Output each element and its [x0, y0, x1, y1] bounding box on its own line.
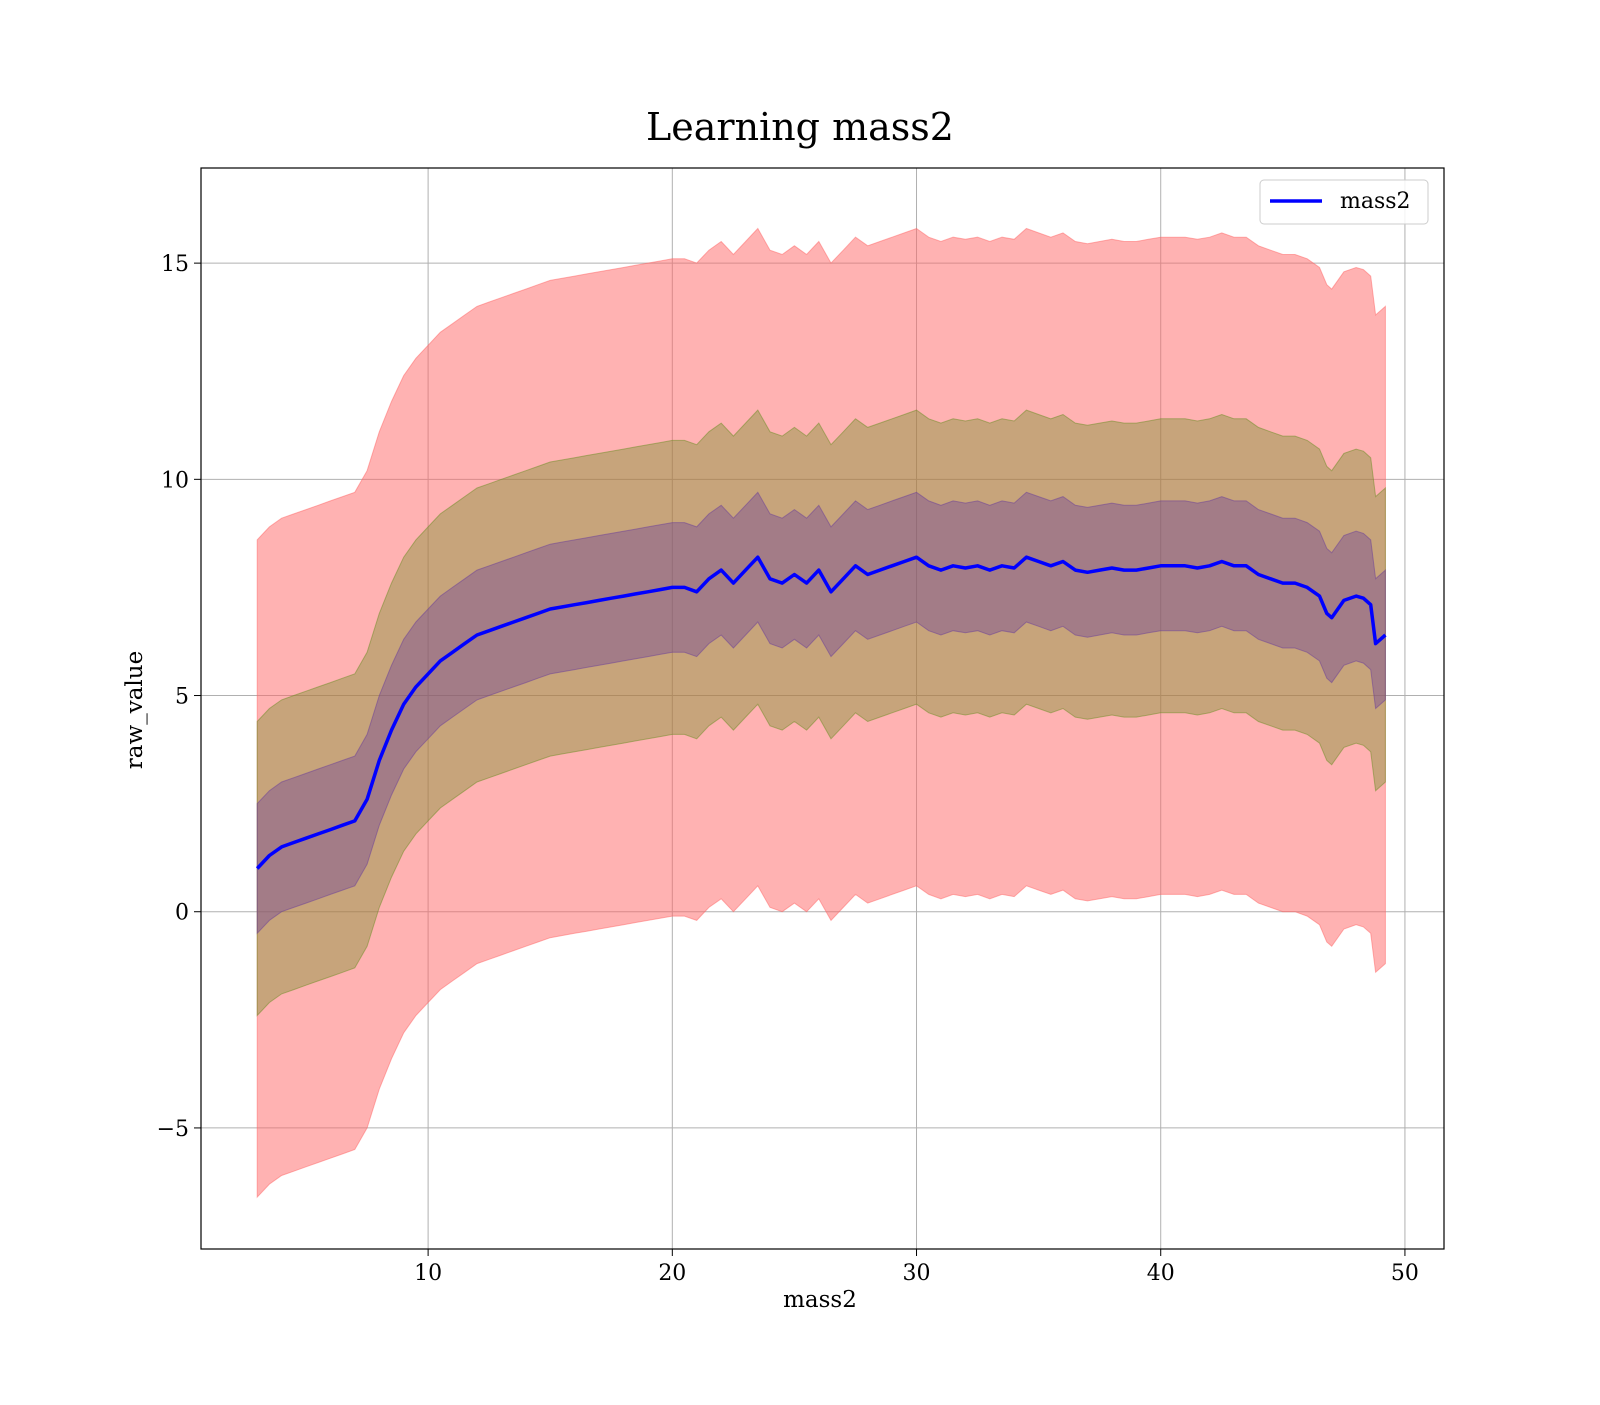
x-tick-label: 40: [1147, 1261, 1175, 1286]
x-tick-label: 30: [903, 1261, 931, 1286]
x-tick-label: 20: [658, 1261, 686, 1286]
chart-title: Learning mass2: [646, 105, 954, 149]
x-tick-label: 10: [414, 1261, 442, 1286]
plot-frame: [200, 167, 1445, 1250]
y-tick-label: 15: [161, 252, 189, 277]
band-inner: [256, 491, 1386, 935]
y-tick-label: 5: [175, 685, 189, 710]
confidence-bands: [256, 227, 1386, 1199]
legend: mass2: [1259, 179, 1429, 225]
x-axis-label: mass2: [783, 1287, 857, 1313]
axis-ticks: 10 20 30 40 50 −5 0 5 10 15: [157, 252, 1419, 1286]
y-tick-label: −5: [157, 1117, 189, 1142]
series-lines: [255, 555, 1387, 870]
series-line-mass2: [255, 555, 1387, 870]
legend-box: [1259, 179, 1429, 225]
x-tick-label: 50: [1391, 1261, 1419, 1286]
band-middle: [256, 409, 1386, 1017]
y-axis-label: raw_value: [122, 651, 148, 769]
y-tick-label: 10: [161, 468, 189, 493]
band-outer: [256, 227, 1386, 1199]
legend-label-mass2: mass2: [1340, 189, 1411, 214]
y-tick-label: 0: [175, 901, 189, 926]
